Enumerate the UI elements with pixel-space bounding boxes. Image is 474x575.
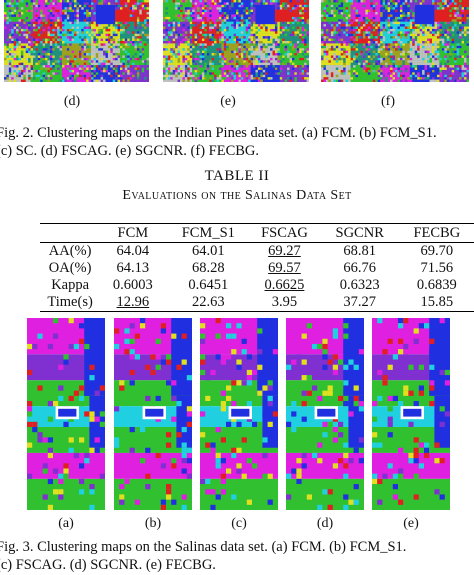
- table-header-cell: FECBG: [399, 223, 474, 243]
- clustering-map-image: [321, 0, 469, 82]
- fig3-map-b: [114, 318, 192, 510]
- table-header-cell: FCM_S1: [167, 223, 250, 243]
- table-cell: 69.27: [268, 243, 301, 259]
- table-cell: 0.6451: [188, 277, 229, 293]
- table-subtitle: Evaluations on the Salinas Data Set: [122, 188, 352, 203]
- row-label: Kappa: [51, 277, 90, 293]
- table-cell: 0.6003: [112, 277, 153, 293]
- table-header-cell: SGCNR: [319, 223, 400, 243]
- clustering-map-image: [372, 318, 450, 510]
- fig3-map-d: [286, 318, 364, 510]
- fig3-map-a: [27, 318, 105, 510]
- fig2-map-d: [4, 0, 149, 82]
- table-cell: 64.01: [191, 243, 225, 259]
- fig3-caption-line1: Fig. 3. Clustering maps on the Salinas d…: [0, 539, 407, 555]
- table-cell: 71.56: [420, 260, 454, 276]
- fig2-caption-line2: (c) SC. (d) FSCAG. (e) SGCNR. (f) FECBG.: [0, 143, 260, 159]
- table-cell: 0.6625: [264, 277, 305, 293]
- table-row: Time(s) 12.96 22.63 3.95 37.27 15.85: [40, 294, 474, 312]
- table-header-cell: FCM: [98, 223, 168, 243]
- fig3-label-b: (b): [144, 516, 162, 531]
- table-row: OA(%) 64.13 68.28 69.57 66.76 71.56: [40, 260, 474, 277]
- fig2-map-f: [321, 0, 469, 82]
- table-header-cell: [40, 223, 99, 243]
- fig3-label-e: (e): [403, 516, 419, 531]
- table-cell: 0.6323: [339, 277, 380, 293]
- fig3-label-d: (d): [316, 516, 334, 531]
- table-cell: 15.85: [399, 294, 474, 312]
- clustering-map-image: [4, 0, 149, 82]
- table-cell: 64.04: [116, 243, 150, 259]
- clustering-map-image: [200, 318, 278, 510]
- table-cell: 0.6839: [416, 277, 457, 293]
- table-cell: 22.63: [167, 294, 250, 312]
- row-label: Time(s): [40, 294, 99, 312]
- table-cell: 66.76: [343, 260, 376, 276]
- table-cell: 3.95: [249, 294, 320, 312]
- clustering-map-image: [286, 318, 364, 510]
- fig3-map-e: [372, 318, 450, 510]
- clustering-map-image: [163, 0, 309, 82]
- table-cell: 37.27: [319, 294, 400, 312]
- table-cell: 69.70: [420, 243, 454, 259]
- table-cell: 68.28: [191, 260, 225, 276]
- table-cell: 68.81: [343, 243, 376, 259]
- row-label: OA(%): [48, 260, 92, 276]
- fig2-caption-line1: Fig. 2. Clustering maps on the Indian Pi…: [0, 125, 437, 141]
- clustering-map-image: [27, 318, 105, 510]
- fig2-map-e: [163, 0, 309, 82]
- table-header-row: FCM FCM_S1 FSCAG SGCNR FECBG: [40, 223, 474, 243]
- table-header-cell: FSCAG: [249, 223, 320, 243]
- fig3-label-c: (c): [231, 516, 247, 531]
- fig3-map-c: [200, 318, 278, 510]
- fig3-caption-line2: (c) FSCAG. (d) SGCNR. (e) FECBG.: [0, 557, 216, 573]
- table-row: AA(%) 64.04 64.01 69.27 68.81 69.70: [40, 243, 474, 261]
- table-cell: 12.96: [98, 294, 168, 312]
- fig2-label-e: (e): [220, 94, 236, 109]
- table-title: TABLE II: [204, 168, 270, 184]
- results-table: FCM FCM_S1 FSCAG SGCNR FECBG AA(%) 64.04…: [40, 223, 474, 312]
- fig3-label-a: (a): [58, 516, 74, 531]
- table-cell: 69.57: [268, 260, 301, 276]
- fig2-label-d: (d): [63, 94, 81, 109]
- row-label: AA(%): [48, 243, 92, 259]
- clustering-map-image: [114, 318, 192, 510]
- fig2-label-f: (f): [381, 94, 395, 109]
- table-cell: 64.13: [116, 260, 150, 276]
- table-row: Kappa 0.6003 0.6451 0.6625 0.6323 0.6839: [40, 277, 474, 294]
